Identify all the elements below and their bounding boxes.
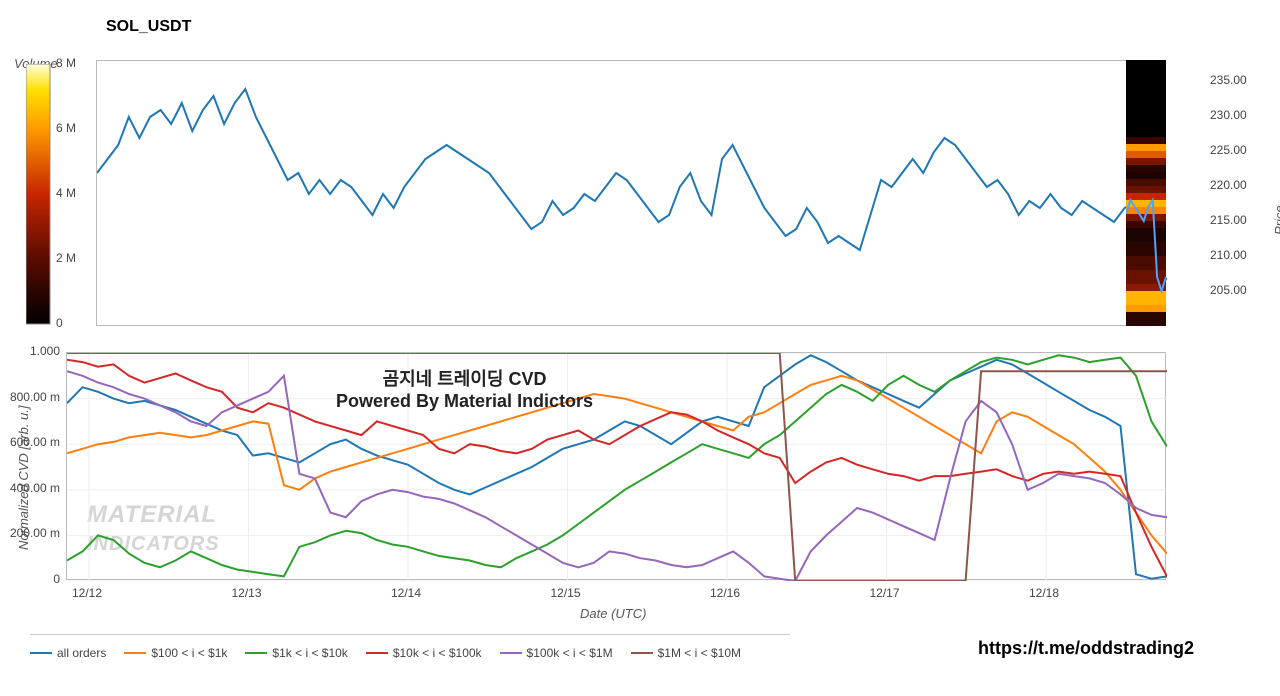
date-xtick: 12/16: [710, 586, 740, 600]
cvd-plot-area: MATERIAL INDICATORS 곰지네 트레이딩 CVD Powered…: [66, 352, 1166, 580]
legend-label: $100k < i < $1M: [527, 646, 613, 660]
legend-label: $1k < i < $10k: [272, 646, 347, 660]
legend-item[interactable]: $1k < i < $10k: [245, 646, 347, 660]
cvd-line: [67, 355, 1167, 578]
legend-item[interactable]: $10k < i < $100k: [366, 646, 482, 660]
price-tick: 235.00: [1210, 73, 1247, 87]
date-xtick: 12/18: [1029, 586, 1059, 600]
footer-link[interactable]: https://t.me/oddstrading2: [978, 638, 1194, 659]
price-tick: 205.00: [1210, 283, 1247, 297]
price-tick: 215.00: [1210, 213, 1247, 227]
price-tick: 225.00: [1210, 143, 1247, 157]
cvd-legend: all orders $100 < i < $1k $1k < i < $10k $1…: [30, 646, 741, 660]
price-tick: 210.00: [1210, 248, 1247, 262]
legend-item[interactable]: $100k < i < $1M: [500, 646, 613, 660]
date-xtick: 12/15: [551, 586, 581, 600]
cvd-ytick: 1.000: [30, 344, 60, 358]
cvd-line: [67, 355, 1167, 576]
colorbar-tick: 2 M: [56, 251, 76, 265]
price-line: [97, 89, 1167, 292]
date-axis-label: Date (UTC): [580, 606, 646, 621]
volume-colorbar: [26, 64, 52, 326]
legend-swatch: [124, 652, 146, 654]
date-xtick: 12/12: [72, 586, 102, 600]
cvd-line: [67, 360, 1167, 577]
date-xtick: 12/17: [870, 586, 900, 600]
legend-item[interactable]: $1M < i < $10M: [631, 646, 741, 660]
legend-label: $100 < i < $1k: [151, 646, 227, 660]
cvd-overlay-text: 곰지네 트레이딩 CVD Powered By Material Indicto…: [336, 365, 593, 412]
overlay-line2: Powered By Material Indictors: [336, 391, 593, 411]
cvd-ytick: 600.00 m: [10, 435, 60, 449]
legend-label: $10k < i < $100k: [393, 646, 482, 660]
price-tick: 230.00: [1210, 108, 1247, 122]
legend-swatch: [500, 652, 522, 654]
cvd-ytick: 400.00 m: [10, 481, 60, 495]
date-xtick: 12/14: [391, 586, 421, 600]
legend-swatch: [631, 652, 653, 654]
legend-swatch: [366, 652, 388, 654]
cvd-ytick: 200.00 m: [10, 526, 60, 540]
legend-item[interactable]: $100 < i < $1k: [124, 646, 227, 660]
legend-item[interactable]: all orders: [30, 646, 106, 660]
colorbar-tick: 4 M: [56, 186, 76, 200]
legend-swatch: [245, 652, 267, 654]
orderbook-heatmap: [1126, 60, 1166, 326]
colorbar-tick: 6 M: [56, 121, 76, 135]
chart-title: SOL_USDT: [106, 18, 191, 36]
legend-swatch: [30, 652, 52, 654]
price-axis-label: Price [USDT]: [1272, 192, 1280, 235]
legend-label: all orders: [57, 646, 106, 660]
price-plot-area: [96, 60, 1166, 326]
cvd-line: [67, 353, 1167, 581]
overlay-line1: 곰지네 트레이딩 CVD: [383, 369, 547, 389]
legend-label: $1M < i < $10M: [658, 646, 741, 660]
date-xtick: 12/13: [232, 586, 262, 600]
price-tick: 220.00: [1210, 178, 1247, 192]
colorbar-tick: 8 M: [56, 56, 76, 70]
cvd-ytick: 0: [53, 572, 60, 586]
colorbar-tick: 0: [56, 316, 63, 330]
cvd-ytick: 800.00 m: [10, 390, 60, 404]
